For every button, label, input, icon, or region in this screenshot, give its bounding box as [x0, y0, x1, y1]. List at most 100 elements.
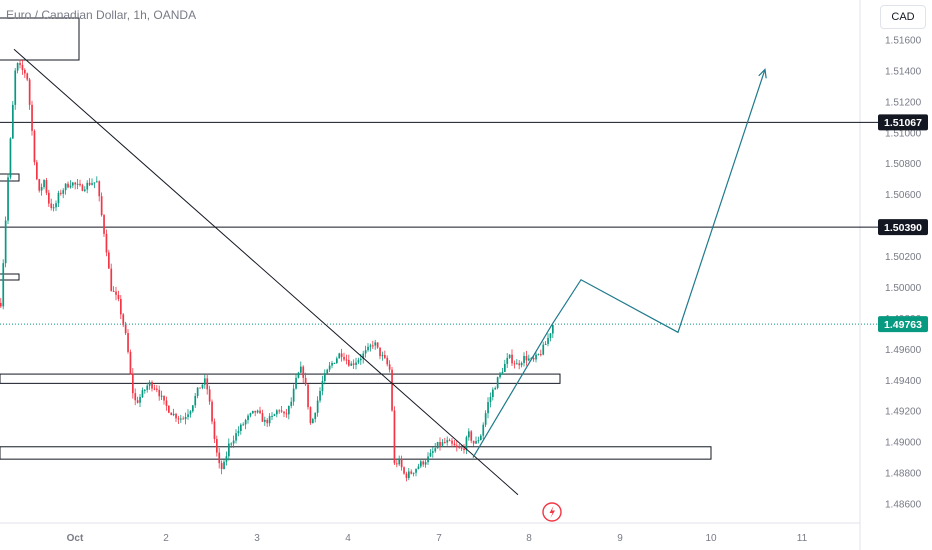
price-tick-label: 1.50600 [885, 190, 922, 201]
event-marker[interactable] [542, 502, 562, 522]
candle [120, 295, 122, 320]
candle-body [213, 421, 216, 440]
candle-body [204, 378, 206, 385]
candle [465, 435, 468, 455]
candle [172, 408, 175, 417]
candle-body [2, 263, 5, 307]
candle-body [547, 337, 549, 344]
candle [225, 451, 228, 466]
candle [268, 413, 271, 427]
candle [367, 343, 369, 352]
candle-body [417, 466, 420, 469]
candle-body [249, 413, 252, 416]
candle [352, 359, 355, 369]
candle [177, 415, 180, 425]
candle-body [350, 363, 353, 366]
candle [33, 129, 36, 166]
candle [280, 406, 283, 413]
candle-body [312, 419, 314, 424]
candle-body [523, 355, 525, 364]
candle-body [499, 373, 501, 378]
candle [379, 347, 381, 360]
candle-body [477, 440, 480, 442]
candle-body [134, 393, 137, 401]
candle [372, 340, 374, 350]
candle-body [79, 183, 81, 186]
candle-body [216, 439, 218, 453]
candle-body [60, 192, 62, 194]
candle [535, 352, 537, 363]
drawing-box-small-1 [0, 173, 20, 182]
candle [122, 313, 125, 328]
candle-body [355, 362, 357, 365]
currency-button[interactable]: CAD [880, 5, 926, 29]
time-tick-label: 4 [345, 533, 351, 544]
time-axis[interactable]: Oct 2 3 4 7 8 9 10 11 [67, 533, 808, 544]
candle [412, 472, 415, 477]
candle-body [24, 69, 26, 74]
candle-body [139, 396, 141, 403]
candle [182, 416, 185, 420]
candle-body [148, 382, 151, 386]
candle [259, 406, 261, 415]
candle [451, 437, 453, 448]
candle-body [451, 440, 453, 444]
candle [391, 366, 393, 412]
candle-body [165, 400, 168, 406]
candle-body [300, 366, 302, 373]
candle [38, 178, 41, 193]
candle [494, 386, 497, 390]
lightning-icon [549, 506, 555, 518]
candle [273, 413, 276, 417]
candle [100, 192, 103, 217]
candle [12, 101, 14, 139]
candle-body [242, 424, 245, 426]
candle-body [192, 405, 194, 412]
candle [189, 410, 192, 418]
price-tick-label: 1.48600 [885, 500, 922, 511]
candle [204, 374, 206, 389]
candle [532, 355, 535, 362]
candle [348, 354, 350, 367]
candle [487, 397, 489, 419]
candle [480, 434, 482, 441]
candle [261, 409, 264, 422]
candle [549, 333, 552, 342]
candle-body [264, 419, 266, 422]
candle-body [336, 358, 338, 363]
candle [405, 471, 408, 482]
candle [26, 72, 29, 82]
candle-body [504, 363, 506, 372]
candle [357, 357, 360, 365]
candle [537, 353, 540, 356]
candle-body [206, 378, 209, 390]
candle-body [69, 185, 72, 188]
candle [516, 359, 518, 365]
candle-body [280, 410, 283, 412]
candle-body [252, 410, 254, 414]
candle [50, 198, 53, 211]
candle-body [403, 467, 405, 474]
candle [28, 77, 31, 110]
candle-body [379, 347, 381, 357]
candle-body [290, 401, 293, 406]
candle [242, 422, 245, 426]
support-zones [0, 17, 712, 460]
candle [115, 286, 117, 301]
candle [453, 440, 456, 446]
drawing-box-small-2 [0, 273, 20, 281]
candle [232, 435, 235, 448]
candle-body [338, 353, 341, 359]
candle-body [544, 343, 547, 345]
candle-body [261, 413, 264, 422]
candle-body [468, 431, 470, 438]
candle-body [513, 363, 516, 365]
candlestick-series [0, 59, 554, 482]
price-tick-label: 1.49200 [885, 407, 922, 418]
candle [201, 384, 204, 390]
candle [148, 380, 151, 390]
candle-body [319, 391, 321, 401]
candle-body [321, 381, 324, 392]
candle [364, 345, 367, 358]
